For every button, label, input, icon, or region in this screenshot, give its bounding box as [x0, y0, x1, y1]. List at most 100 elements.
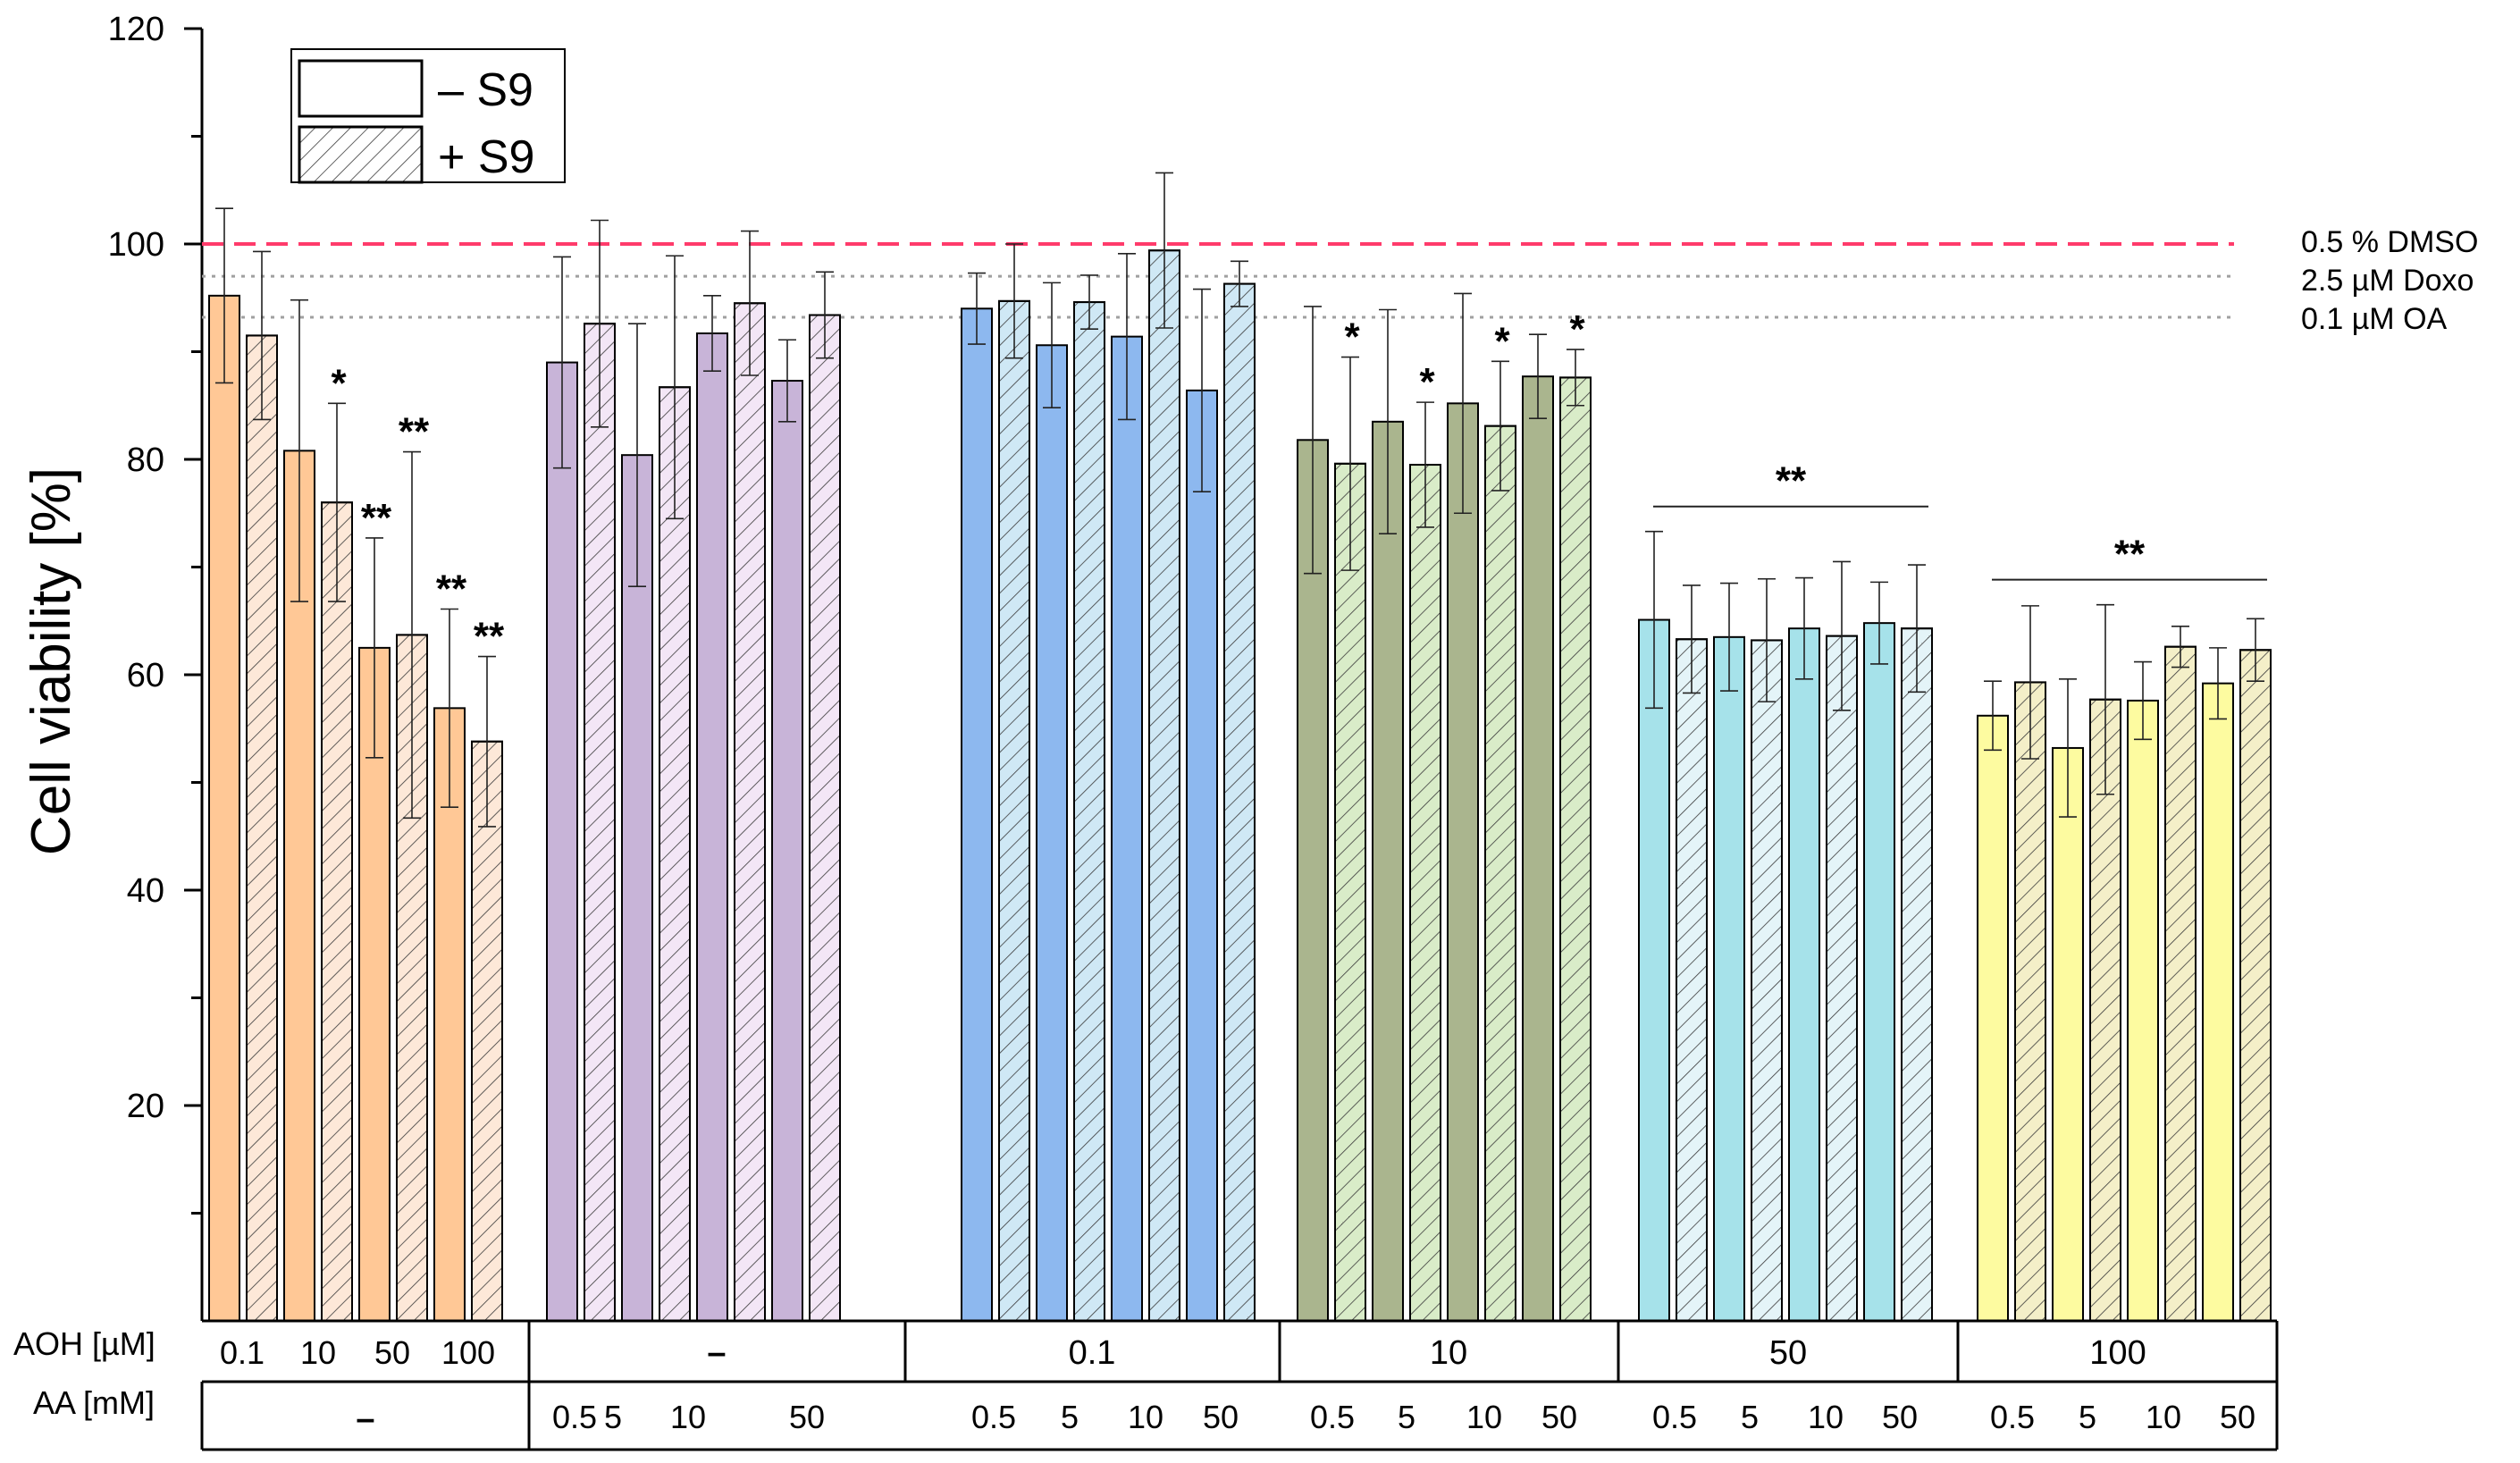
aa-sub-label: 50: [789, 1399, 825, 1435]
aa-sub-label: 10: [1466, 1399, 1502, 1435]
bar: [208, 294, 240, 1323]
bar-hatch: [1676, 638, 1708, 1322]
reference-lines: 0.5 % DMSO 2.5 µM Doxo 0.1 µM OA: [202, 225, 2478, 336]
bar: [1372, 420, 1404, 1322]
bar: [1186, 389, 1218, 1322]
y-axis-label: Cell viability [%]: [21, 467, 82, 855]
aa-sub-label: 5: [2079, 1399, 2096, 1435]
bar: [1788, 627, 1820, 1322]
y-tick-label: 100: [108, 226, 164, 264]
bar: [1522, 375, 1554, 1323]
aoh-sub-label: 0.1: [220, 1334, 265, 1371]
y-ticks: 20 40 60 80 100 120: [108, 11, 202, 1215]
bar: [2127, 699, 2159, 1322]
y-tick-label: 40: [127, 872, 164, 910]
significance-mark: *: [1419, 360, 1435, 404]
bars: [208, 172, 2272, 1323]
y-tick-label: 120: [108, 11, 164, 48]
bar: [2202, 682, 2234, 1322]
bar-hatch: [2164, 645, 2197, 1322]
bar-hatch: [1826, 635, 1858, 1322]
reference-line-label: 0.1 µM OA: [2301, 302, 2448, 336]
x-row-label-aa: AA [mM]: [33, 1384, 155, 1421]
aoh-label: 50: [1769, 1334, 1807, 1372]
bar: [1863, 622, 1895, 1322]
y-axis: 20 40 60 80 100 120 Cell viability [%]: [21, 11, 204, 1321]
aoh-label: 10: [1430, 1334, 1467, 1372]
aa-sub-label: 0.5: [1652, 1399, 1697, 1435]
bar-hatch: [1073, 301, 1105, 1323]
y-tick-label: 60: [127, 657, 164, 694]
aa-sub-label: 10: [670, 1399, 706, 1435]
group-significance-mark: **: [2114, 533, 2146, 576]
bar-hatch: [998, 299, 1030, 1322]
legend-label-plus-s9: + S9: [438, 131, 534, 183]
aa-sub-label: 0.5: [1990, 1399, 2035, 1435]
bar-hatch: [1409, 464, 1441, 1322]
bar-hatch: [1334, 462, 1366, 1322]
bar-hatch: [1901, 627, 1933, 1322]
bar: [1713, 635, 1745, 1322]
aa-sub-label: 10: [1128, 1399, 1163, 1435]
bar: [961, 307, 993, 1322]
legend-swatch-plus-s9: [298, 125, 424, 184]
significance-mark: *: [1494, 319, 1510, 363]
aoh-label: 0.1: [1069, 1334, 1116, 1372]
bar-hatch: [659, 386, 691, 1322]
aoh-sub-label: 100: [441, 1334, 495, 1371]
reference-line-label: 2.5 µM Doxo: [2301, 264, 2474, 298]
significance-mark: **: [399, 410, 430, 454]
bar: [1111, 335, 1143, 1322]
bar-hatch: [1484, 425, 1516, 1322]
bar-hatch: [2014, 681, 2046, 1322]
significance-mark: *: [1569, 307, 1585, 351]
legend: – S9 + S9: [290, 48, 566, 184]
aa-sub-label: 50: [1203, 1399, 1239, 1435]
x-axis-table: AOH [µM] AA [mM] –0.1 10 50 100 –0.5 5 10 500.1…: [13, 1319, 2279, 1451]
bar: [696, 332, 728, 1322]
aa-sub-label: 10: [1808, 1399, 1844, 1435]
aa-sub-label: 0.5: [971, 1399, 1016, 1435]
y-tick-label: 80: [127, 441, 164, 479]
significance-mark: *: [331, 361, 347, 405]
bar: [1036, 344, 1068, 1322]
reference-line-label: 0.5 % DMSO: [2301, 225, 2478, 259]
bar-hatch: [1148, 249, 1180, 1323]
aoh-sub-label: 10: [300, 1334, 336, 1371]
bar-hatch: [584, 323, 616, 1322]
bar-hatch: [471, 740, 503, 1322]
aa-sub-label: 10: [2146, 1399, 2181, 1435]
bar: [1447, 402, 1479, 1323]
bar: [1638, 618, 1670, 1322]
significance-mark: **: [436, 567, 467, 610]
bar-hatch: [1223, 282, 1256, 1323]
bar-hatch: [246, 334, 278, 1322]
significance-mark: **: [361, 496, 392, 540]
significance-mark: **: [474, 615, 505, 659]
x-row-label-aoh: AOH [µM]: [13, 1325, 155, 1362]
aa-sub-label: 50: [1882, 1399, 1918, 1435]
legend-swatch-minus-s9: [298, 59, 424, 118]
bar-hatch: [1559, 376, 1592, 1322]
bar: [546, 361, 578, 1322]
significance-marks: ************ *****: [331, 307, 2267, 659]
y-tick-label: 20: [127, 1088, 164, 1125]
bar-hatch: [1751, 639, 1783, 1322]
aa-sub-label: 5: [604, 1399, 622, 1435]
aa-sub-label: 5: [1061, 1399, 1079, 1435]
bar-hatch: [321, 501, 353, 1322]
aa-label: –: [356, 1400, 374, 1438]
aoh-label: –: [707, 1334, 726, 1372]
aa-sub-label: 0.5: [1310, 1399, 1355, 1435]
bar: [621, 454, 653, 1322]
aoh-sub-label: 50: [374, 1334, 410, 1371]
aa-sub-label: 5: [1398, 1399, 1415, 1435]
aa-sub-label: 50: [1541, 1399, 1577, 1435]
significance-mark: *: [1344, 315, 1360, 359]
bar: [771, 380, 803, 1322]
bar-hatch: [2239, 649, 2272, 1322]
aa-sub-label: 0.5: [552, 1399, 597, 1435]
bar: [1977, 714, 2009, 1322]
bar-hatch: [809, 314, 841, 1322]
